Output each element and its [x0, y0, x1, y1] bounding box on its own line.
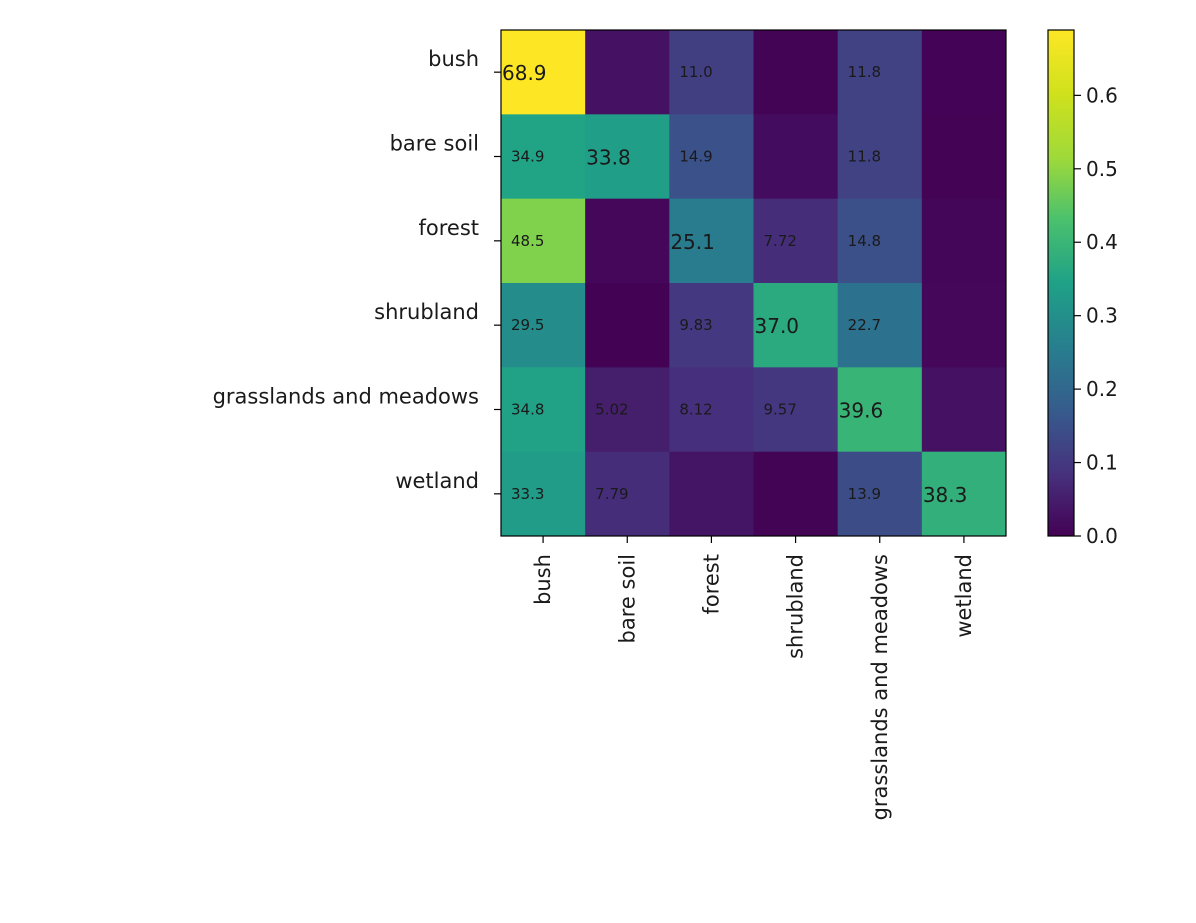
- heatmap-cell: [753, 30, 839, 115]
- cell-value-label: 33.3: [511, 485, 544, 503]
- x-tick-label: bare soil: [615, 554, 639, 643]
- cell-value-label: 33.8: [586, 146, 631, 170]
- cell-value-label: 48.5: [511, 232, 544, 250]
- cell-value-label: 9.57: [764, 401, 797, 419]
- heatmap-cell: [669, 30, 754, 115]
- cell-value-label: 34.9: [511, 148, 544, 166]
- colorbar-tick-label: 0.4: [1086, 230, 1118, 254]
- y-tick-label: bush: [428, 47, 479, 71]
- cell-value-label: 29.5: [511, 316, 544, 334]
- heatmap-cell: [669, 283, 754, 368]
- heatmap-cell: [837, 451, 923, 537]
- heatmap-cell: [585, 30, 670, 115]
- heatmap-cell: [921, 114, 1007, 200]
- cell-value-label: 9.83: [679, 316, 712, 334]
- x-tick-label: grasslands and meadows: [868, 554, 892, 820]
- heatmap-cell: [669, 198, 754, 284]
- x-tick-label: bush: [531, 554, 555, 605]
- colorbar-tick-label: 0.2: [1086, 377, 1118, 401]
- x-axis: bush bare soil forest shrubland grasslands a…: [531, 536, 976, 820]
- x-tick-label: shrubland: [784, 554, 808, 659]
- heatmap-cell: [921, 198, 1007, 284]
- heatmap-cell: [585, 367, 670, 453]
- x-tick-label: wetland: [952, 554, 976, 638]
- heatmap-cell: [753, 198, 839, 284]
- cell-value-label: 14.8: [848, 232, 881, 250]
- heatmap-cell: [753, 451, 839, 537]
- cell-value-label: 11.8: [848, 63, 881, 81]
- cell-value-label: 7.79: [595, 485, 628, 503]
- heatmap-cell: [501, 198, 586, 284]
- heatmap-cell: [837, 367, 923, 453]
- heatmap-cell: [753, 367, 839, 453]
- cell-value-label: 5.02: [595, 401, 628, 419]
- heatmap-cell: [837, 30, 923, 115]
- cell-value-label: 68.9: [502, 61, 547, 85]
- cell-value-label: 11.8: [848, 148, 881, 166]
- cell-value-label: 11.0: [679, 63, 712, 81]
- heatmap-cell: [837, 283, 923, 368]
- cell-value-label: 37.0: [755, 314, 800, 338]
- cell-value-label: 34.8: [511, 401, 544, 419]
- heatmap-cells: [501, 30, 1007, 537]
- heatmap-cell: [585, 114, 670, 200]
- heatmap-cell: [921, 30, 1007, 115]
- colorbar: 0.0 0.1 0.2 0.3 0.4 0.5 0.6: [1047, 29, 1118, 548]
- heatmap-cell: [501, 283, 586, 368]
- cell-value-label: 7.72: [764, 232, 797, 250]
- cell-value-label: 22.7: [848, 316, 881, 334]
- cell-value-label: 14.9: [679, 148, 712, 166]
- heatmap-cell: [837, 198, 923, 284]
- heatmap-cell: [585, 283, 670, 368]
- y-tick-label: shrubland: [374, 300, 479, 324]
- y-tick-label: grasslands and meadows: [213, 385, 479, 409]
- heatmap-cell: [669, 367, 754, 453]
- plot-frame: [500, 29, 1007, 537]
- cell-value-labels: 68.9 11.0 11.8 34.9 33.8 14.9 11.8 48.5 25.1 7.72…: [502, 61, 967, 507]
- colorbar-tick-label: 0.1: [1086, 451, 1118, 475]
- heatmap-cell: [585, 451, 670, 537]
- heatmap-cell: [837, 114, 923, 200]
- heatmap-cell: [753, 114, 839, 200]
- cell-value-label: 8.12: [679, 401, 712, 419]
- heatmap-cell: [501, 451, 586, 537]
- colorbar-tick-label: 0.5: [1086, 157, 1118, 181]
- colorbar-tick-label: 0.0: [1086, 524, 1118, 548]
- y-axis: bush bare soil forest shrubland grasslands a…: [213, 47, 501, 495]
- heatmap-cell: [501, 30, 586, 115]
- colorbar-tick-label: 0.3: [1086, 304, 1118, 328]
- heatmap-cell: [501, 367, 586, 453]
- heatmap-cell: [669, 114, 754, 200]
- y-tick-label: bare soil: [390, 132, 479, 156]
- cell-value-label: 39.6: [839, 399, 884, 423]
- heatmap-cell: [921, 367, 1007, 453]
- x-tick-label: forest: [699, 554, 723, 615]
- y-tick-label: forest: [418, 216, 479, 240]
- heatmap-cell: [585, 198, 670, 284]
- heatmap-cell: [669, 451, 754, 537]
- cell-value-label: 13.9: [848, 485, 881, 503]
- y-tick-label: wetland: [395, 469, 479, 493]
- heatmap-cell: [921, 283, 1007, 368]
- cell-value-label: 38.3: [923, 483, 968, 507]
- cell-value-label: 25.1: [670, 230, 715, 254]
- heatmap-cell: [753, 283, 839, 368]
- colorbar-tick-label: 0.6: [1086, 83, 1118, 107]
- colorbar-gradient: [1047, 29, 1075, 537]
- heatmap-cell: [501, 114, 586, 200]
- heatmap-cell: [921, 451, 1007, 537]
